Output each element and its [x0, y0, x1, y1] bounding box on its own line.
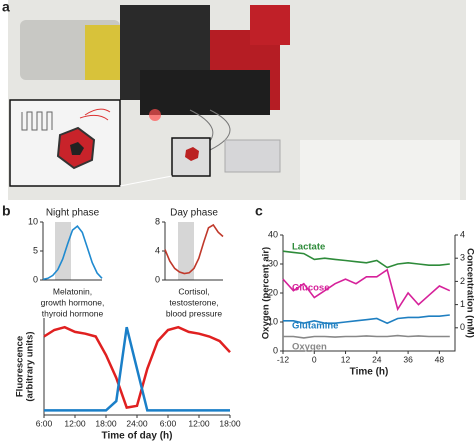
inset-wires [79, 108, 111, 121]
chart-title: Day phase [170, 208, 218, 219]
day-band [178, 222, 194, 280]
table-surface [300, 140, 460, 200]
night-band [55, 222, 71, 280]
x-tick-label: 48 [435, 354, 445, 364]
y-tick-label: 10 [28, 216, 38, 226]
y-axis-label: Oxygen (percent air) [261, 247, 272, 339]
y-axis-label: Fluorescence [15, 336, 26, 397]
series-line [164, 223, 224, 275]
y-tick-label: 40 [268, 229, 278, 239]
x-tick-label: 24 [372, 354, 382, 364]
panel-label: b [2, 203, 11, 219]
y-tick-label: 0 [273, 345, 278, 355]
x-tick-label: 18:00 [219, 418, 241, 428]
y2-axis-label: Concentration (mM) [464, 248, 474, 338]
y-tick-label: 0 [155, 274, 160, 284]
series-line [42, 224, 103, 281]
panel-label: a [2, 0, 10, 15]
series-label: Glutamine [292, 321, 338, 332]
y-axis-label: (arbitrary units) [25, 331, 36, 401]
annotation: Melatonin, [53, 286, 92, 296]
y-tick-label: 0 [33, 274, 38, 284]
x-tick-label: 12 [341, 354, 351, 364]
x-tick-label: 12:00 [64, 418, 86, 428]
x-tick-label: 0 [312, 354, 317, 364]
series-label: Lactate [292, 242, 325, 253]
x-tick-label: 24:00 [126, 418, 148, 428]
x-axis-label: Time (h) [350, 367, 389, 378]
y-tick-label: 8 [155, 216, 160, 226]
y-tick-label: 4 [155, 245, 160, 255]
photo [8, 0, 466, 200]
y-tick-label: 30 [268, 258, 278, 268]
lower-board [140, 70, 270, 115]
inset-serpentine [21, 111, 53, 131]
series-line [282, 250, 450, 269]
annotation: Cortisol, [178, 286, 209, 296]
y-tick-label: 5 [33, 245, 38, 255]
series-line [44, 326, 230, 412]
y2-tick-label: 3 [460, 253, 465, 263]
y2-tick-label: 2 [460, 276, 465, 286]
series-label: Glucose [292, 283, 330, 294]
y2-tick-label: 1 [460, 299, 465, 309]
annotation: growth hormone, [41, 297, 105, 307]
led-light [149, 109, 161, 121]
annotation: testosterone, [169, 297, 218, 307]
series-line [282, 268, 451, 312]
series-line [283, 334, 450, 339]
y2-tick-label: 4 [460, 229, 465, 239]
x-tick-label: 6:00 [36, 418, 53, 428]
chart-title: Night phase [46, 208, 100, 219]
chip [185, 147, 199, 161]
series-line [283, 314, 450, 325]
inset-chip-center [70, 142, 84, 155]
y-tick-label: 10 [268, 316, 278, 326]
y-tick-label: 20 [268, 287, 278, 297]
x-axis-label: Time of day (h) [102, 431, 173, 442]
red-board-small [250, 5, 290, 45]
series-label: Oxygen [292, 342, 327, 353]
x-tick-label: 12:00 [188, 418, 210, 428]
x-tick-label: 18:00 [95, 418, 117, 428]
annotation: thyroid hormone [42, 308, 104, 318]
series-line [43, 325, 231, 410]
x-tick-label: 36 [403, 354, 413, 364]
inset-connector [119, 175, 173, 187]
glass-slide [224, 139, 281, 173]
y2-tick-label: 0 [460, 322, 465, 332]
panel-label: c [255, 203, 263, 219]
x-tick-label: 6:00 [160, 418, 177, 428]
annotation: blood pressure [166, 308, 223, 318]
x-tick-label: -12 [277, 354, 290, 364]
